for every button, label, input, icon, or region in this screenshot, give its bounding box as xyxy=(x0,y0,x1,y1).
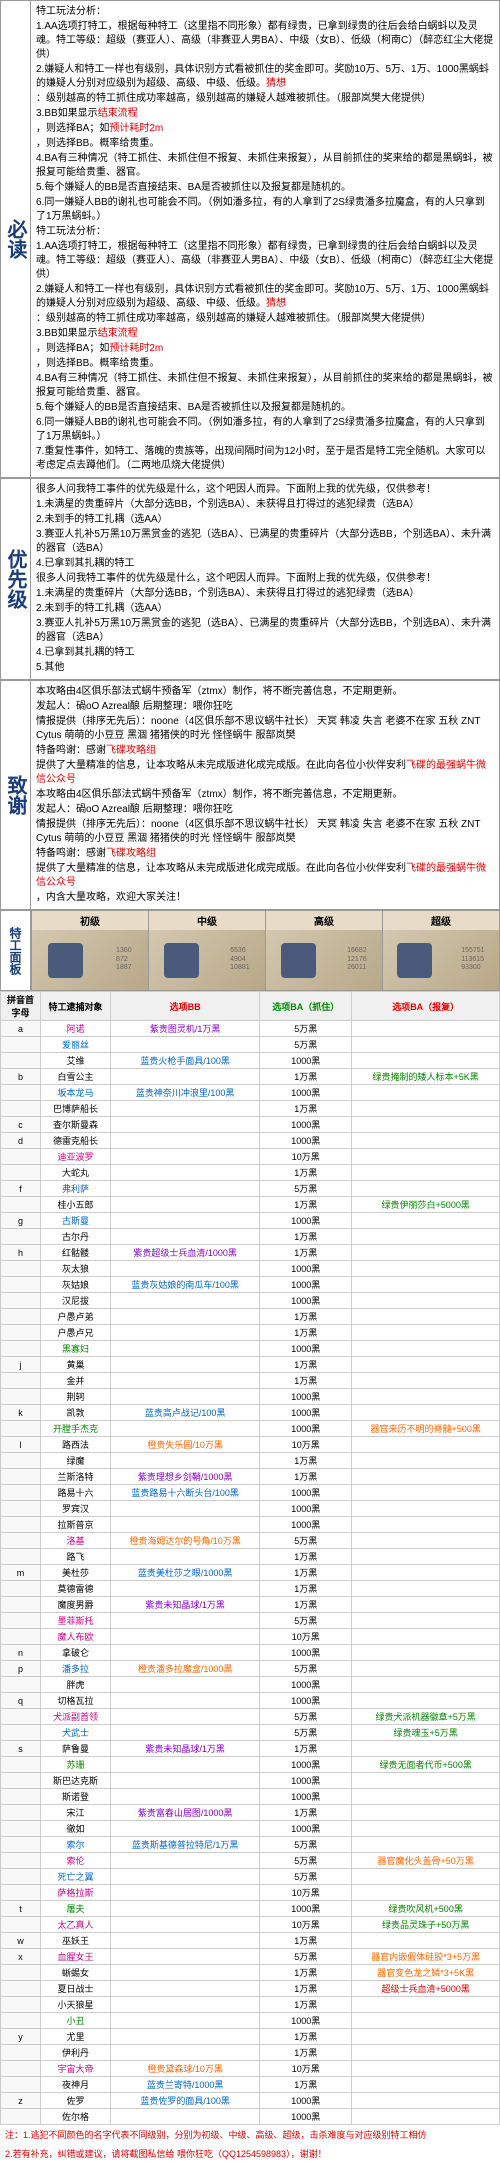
table-row: 苏珊1000黑绿贵无面者代币+500黑 xyxy=(1,1757,500,1773)
table-row: 桂小五郎1万黑绿贵伊丽莎白+5000黑 xyxy=(1,1197,500,1213)
table-row: 莫德雷德1万黑 xyxy=(1,1581,500,1597)
section-label: 优先级 xyxy=(1,479,31,679)
table-row: 胖虎1000黑 xyxy=(1,1677,500,1693)
table-row: 爱丽丝5万黑 xyxy=(1,1037,500,1053)
table-row: w巫妖王1万黑 xyxy=(1,1933,500,1949)
table-row: z佐罗蓝贵佐罗的面具/100黑1000黑 xyxy=(1,2093,500,2109)
table-header: 特工逮捕对象 xyxy=(41,992,111,1021)
panel-level: 超级15575111361593300 xyxy=(382,911,499,990)
section-content: 特工玩法分析：1.AA选项打特工，根据每种特工（这里指不同形象）都有绿贵，已拿到… xyxy=(31,1,499,477)
table-row: d德雷克船长1000黑 xyxy=(1,1133,500,1149)
table-row: 索尔蓝贵斯基德普拉特尼/1万黑5万黑 xyxy=(1,1837,500,1853)
table-row: 坂本龙马蓝贵神奈川冲浪里/100黑1000黑 xyxy=(1,1085,500,1101)
table-row: t屠夫1000黑绿贵吹风机+500黑 xyxy=(1,1901,500,1917)
table-row: c查尔斯曼森1000黑 xyxy=(1,1117,500,1133)
table-row: 夜神月蓝贵兰寄特/1000黑1万黑 xyxy=(1,2077,500,2093)
table-header: 选项BB xyxy=(111,992,260,1021)
table-row: 洛基橙贵海姆达尔的号角/10万黑5万黑 xyxy=(1,1533,500,1549)
table-row: 罗宾汉1000黑 xyxy=(1,1501,500,1517)
section-zhixie: 致谢本攻略由4区俱乐部法式蜗牛预备军（ztmx）制作，将不断完善信息，不定期更新… xyxy=(0,680,500,910)
table-row: h红骷髅紫贵超级士兵血清/1000黑1万黑 xyxy=(1,1245,500,1261)
table-row: 斯诺登1000黑 xyxy=(1,1789,500,1805)
footnote: 2.若有补充，纠错或建议，请将截图私信给 喂你狂吃（QQ1254598983），… xyxy=(0,2144,500,2163)
table-row: 大蛇丸1万黑 xyxy=(1,1165,500,1181)
section-content: 很多人问我特工事件的优先级是什么，这个吧因人而异。下面附上我的优先级，仅供参考！… xyxy=(31,479,499,679)
table-row: 户愚卢弟1万黑 xyxy=(1,1309,500,1325)
table-row: 宋江紫贵富春山居图/1000黑1万黑 xyxy=(1,1805,500,1821)
table-row: 伊利丹1万黑 xyxy=(1,2045,500,2061)
avatar-icon xyxy=(164,943,199,978)
panel-level: 高级166821217626011 xyxy=(265,911,382,990)
table-row: n拿破仑1000黑 xyxy=(1,1645,500,1661)
panel-title: 特工面板 xyxy=(1,911,31,990)
panel-level: 中级6536490410881 xyxy=(148,911,265,990)
section-bidu: 必读特工玩法分析：1.AA选项打特工，根据每种特工（这里指不同形象）都有绿贵，已… xyxy=(0,0,500,478)
section-label: 必读 xyxy=(1,1,31,477)
table-row: m美杜莎蓝贵美杜莎之眼/1000黑1万黑 xyxy=(1,1565,500,1581)
table-row: 墨菲斯托5万黑 xyxy=(1,1613,500,1629)
footnote: 注：1.逃犯不同颜色的名字代表不同级别，分别为初级、中级、高级、超级，击杀难度与… xyxy=(0,2125,500,2144)
table-header: 选项BA（报复） xyxy=(352,992,500,1021)
section-content: 本攻略由4区俱乐部法式蜗牛预备军（ztmx）制作，将不断完善信息，不定期更新。发… xyxy=(31,681,499,909)
table-row: x血腥女王5万黑器官内嵌假体硅胶*3+5万黑 xyxy=(1,1949,500,1965)
table-row: 佐尔格1000黑 xyxy=(1,2109,500,2125)
agent-table: 拼音首字母特工逮捕对象选项BB选项BA（抓住）选项BA（报复）a阿诺紫贵图灵机/… xyxy=(0,991,500,2125)
table-row: 绿魔1万黑 xyxy=(1,1453,500,1469)
panel-level: 初级13608721887 xyxy=(31,911,148,990)
table-row: f弗利萨5万黑 xyxy=(1,1181,500,1197)
table-row: 小天狼星1万黑 xyxy=(1,1997,500,2013)
avatar-icon xyxy=(281,943,316,978)
table-row: 黑寡妇1000黑 xyxy=(1,1341,500,1357)
table-row: 夏日战士1万黑超级士兵血清+5000黑 xyxy=(1,1981,500,1997)
table-row: k凯敦蓝贵高卢战记/100黑1000黑 xyxy=(1,1405,500,1421)
table-row: 户愚卢兄1万黑 xyxy=(1,1325,500,1341)
table-row: 路易十六蓝贵路易十六断头台/100黑1000黑 xyxy=(1,1485,500,1501)
table-row: 巴博萨船长1万黑 xyxy=(1,1101,500,1117)
table-row: j黄巢1万黑 xyxy=(1,1357,500,1373)
table-row: 宇宙大帝橙贵黛森球/10万黑10万黑 xyxy=(1,2061,500,2077)
table-row: p潘多拉橙贵潘多拉魔盒/1000黑5万黑 xyxy=(1,1661,500,1677)
table-row: 灰太狼1000黑 xyxy=(1,1261,500,1277)
table-row: 徹如1000黑 xyxy=(1,1821,500,1837)
table-row: 萨格拉斯10万黑 xyxy=(1,1885,500,1901)
table-row: 古尔丹1万黑 xyxy=(1,1229,500,1245)
table-row: y尤里1万黑 xyxy=(1,2029,500,2045)
table-row: 索伦5万黑器官魔化头盖骨+50万黑 xyxy=(1,1853,500,1869)
table-row: 犬武士5万黑绿贵魂玉+5万黑 xyxy=(1,1725,500,1741)
table-header: 拼音首字母 xyxy=(1,992,41,1021)
table-row: a阿诺紫贵图灵机/1万黑5万黑 xyxy=(1,1021,500,1037)
table-row: 犬派副首领5万黑绿贵犬派机器徽章+5万黑 xyxy=(1,1709,500,1725)
section-youxianji: 优先级很多人问我特工事件的优先级是什么，这个吧因人而异。下面附上我的优先级，仅供… xyxy=(0,478,500,680)
table-row: 小丑1000黑 xyxy=(1,2013,500,2029)
table-row: 斯巴达克斯1000黑 xyxy=(1,1773,500,1789)
avatar-icon xyxy=(397,943,432,978)
table-row: 金并1万黑 xyxy=(1,1373,500,1389)
table-row: 开膛手杰克1000黑器官来历不明的脊髓+500黑 xyxy=(1,1421,500,1437)
table-row: 拉斯普京1000黑 xyxy=(1,1517,500,1533)
table-row: 蜥蜴女1万黑器官变色龙之鳞*3+5K黑 xyxy=(1,1965,500,1981)
table-row: 死亡之翼5万黑 xyxy=(1,1869,500,1885)
table-row: 魔人布欧10万黑 xyxy=(1,1629,500,1645)
table-row: 艾维蓝贵火枪手面具/100黑1000黑 xyxy=(1,1053,500,1069)
table-row: g古斯曼1000黑 xyxy=(1,1213,500,1229)
table-row: l路西法橙贵失乐园/10万黑10万黑 xyxy=(1,1437,500,1453)
section-label: 致谢 xyxy=(1,681,31,909)
avatar-icon xyxy=(48,943,83,978)
table-row: 魔度男爵紫贵未知晶球/1万黑1万黑 xyxy=(1,1597,500,1613)
table-row: 路飞1万黑 xyxy=(1,1549,500,1565)
table-row: 兰斯洛特紫贵理想乡剑鞘/1000黑1万黑 xyxy=(1,1469,500,1485)
table-row: q切格瓦拉1000黑 xyxy=(1,1693,500,1709)
table-row: 汉尼拔1000黑 xyxy=(1,1293,500,1309)
table-row: b白雪公主1万黑绿贵掩制的矮人标本+5K黑 xyxy=(1,1069,500,1085)
table-row: 迪亚波罗10万黑 xyxy=(1,1149,500,1165)
table-row: 灰姑娘蓝贵灰姑娘的南瓜车/100黑1000黑 xyxy=(1,1277,500,1293)
table-row: 太乙真人10万黑绿贵品灵珠子+50万黑 xyxy=(1,1917,500,1933)
table-row: 荆轲1000黑 xyxy=(1,1389,500,1405)
table-row: s萨鲁曼紫贵未知晶球/1万黑1万黑 xyxy=(1,1741,500,1757)
table-header: 选项BA（抓住） xyxy=(260,992,352,1021)
panel: 特工面板初级13608721887中级6536490410881高级166821… xyxy=(0,910,500,991)
